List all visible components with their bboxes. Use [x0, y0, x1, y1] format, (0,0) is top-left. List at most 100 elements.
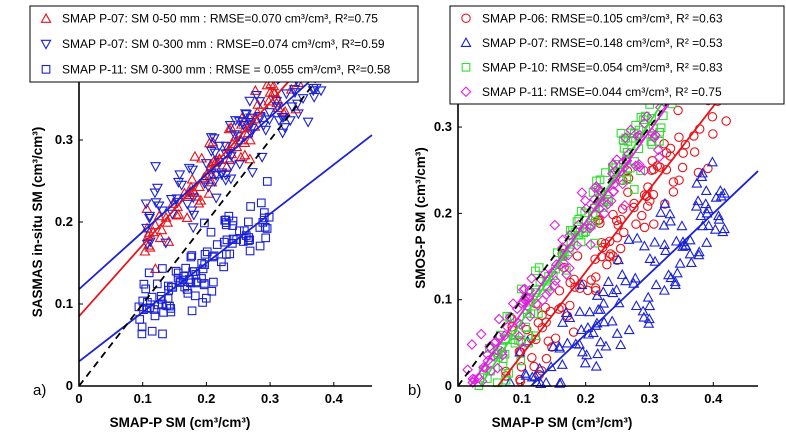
regression-line	[469, 57, 702, 387]
y-tick-label: 0.2	[434, 205, 452, 220]
data-point	[718, 223, 730, 234]
data-point	[315, 86, 327, 97]
data-point	[259, 213, 269, 223]
data-point	[186, 165, 199, 176]
data-point	[488, 350, 500, 362]
data-point	[659, 197, 671, 208]
panel-a-legend: SMAP P-07: SM 0-50 mm : RMSE=0.070 cm³/c…	[29, 5, 419, 83]
panel-a-ticks: 0 0.1 0.2 0.3 0.4 0 0.1 0.2 0.3	[55, 132, 344, 406]
data-point	[171, 200, 184, 211]
data-point	[244, 217, 253, 227]
data-point	[534, 263, 544, 272]
data-point	[557, 242, 569, 254]
data-point	[158, 329, 167, 339]
data-point	[199, 279, 209, 288]
data-point	[620, 275, 632, 286]
data-point	[220, 141, 232, 152]
data-point	[695, 210, 707, 221]
data-point	[691, 177, 703, 188]
data-point	[715, 190, 727, 201]
data-point	[612, 254, 624, 265]
x-tick-label: 0.3	[261, 391, 279, 406]
data-point	[216, 257, 226, 267]
data-point	[650, 279, 662, 290]
data-point	[668, 177, 679, 187]
data-point	[208, 134, 220, 145]
data-point	[696, 167, 708, 178]
data-point	[560, 307, 572, 318]
data-point	[166, 304, 176, 313]
data-point	[598, 297, 610, 308]
data-point	[553, 340, 565, 351]
data-point	[649, 236, 661, 247]
data-point	[693, 249, 705, 260]
data-point	[297, 94, 309, 105]
panel-a-axes	[78, 58, 372, 387]
data-point	[606, 315, 618, 326]
data-point	[592, 303, 604, 314]
x-tick-label: 0	[75, 391, 82, 406]
data-point	[235, 118, 248, 129]
data-point	[206, 168, 218, 179]
data-point	[209, 277, 218, 287]
data-point	[610, 284, 623, 295]
data-point	[292, 109, 304, 120]
data-point	[221, 250, 231, 259]
regression-line	[78, 57, 337, 290]
data-point	[515, 319, 526, 330]
data-point	[485, 365, 497, 377]
data-point	[616, 268, 628, 279]
data-point	[717, 226, 729, 237]
data-point	[639, 117, 650, 129]
data-point	[557, 316, 569, 327]
panel-b-y-axis-title: SMOS-P SM (cm³/cm³)	[413, 147, 428, 289]
data-point	[647, 114, 656, 123]
data-point	[706, 156, 718, 167]
data-point	[605, 249, 616, 259]
data-point	[144, 211, 156, 222]
legend-entry: SMAP P-07: SM 0-300 mm : RMSE=0.074 cm³/…	[62, 37, 385, 51]
x-tick-label: 0.4	[704, 391, 723, 406]
data-point	[233, 117, 245, 128]
data-point	[547, 340, 559, 351]
data-point	[246, 168, 258, 179]
x-tick-label: 0.2	[577, 391, 595, 406]
data-point	[520, 291, 532, 303]
data-point	[630, 300, 642, 311]
data-point	[286, 102, 298, 113]
data-point	[188, 210, 200, 221]
data-point	[602, 276, 614, 286]
data-point	[573, 219, 584, 231]
data-point	[557, 234, 568, 246]
data-point	[521, 335, 534, 346]
data-point	[644, 253, 656, 263]
data-point	[565, 300, 575, 311]
data-point	[573, 338, 585, 349]
data-point	[554, 377, 566, 388]
data-point	[187, 223, 199, 234]
data-point	[703, 163, 713, 174]
data-point	[284, 116, 296, 127]
data-point	[642, 291, 654, 302]
legend-marker	[460, 86, 472, 98]
legend-entry: SMAP P-06: RMSE=0.105 cm³/cm³, R² =0.63	[482, 11, 723, 25]
data-point	[572, 251, 583, 261]
data-point	[251, 90, 263, 101]
data-point	[649, 255, 661, 266]
data-point	[229, 116, 242, 127]
data-point	[134, 302, 144, 312]
data-point	[674, 175, 684, 185]
data-point	[515, 297, 527, 309]
data-point	[712, 210, 725, 221]
data-point	[587, 327, 599, 338]
data-point	[154, 232, 166, 243]
data-point	[529, 370, 541, 381]
data-point	[579, 195, 591, 206]
data-point	[162, 216, 174, 227]
data-point	[156, 224, 168, 235]
panel-b-ticks: 0 0.1 0.2 0.3 0.4 0 0.1 0.2 0.3	[434, 119, 723, 406]
data-point	[216, 168, 228, 179]
y-tick-label: 0.2	[55, 214, 73, 229]
data-point	[591, 272, 601, 282]
data-point	[201, 293, 211, 303]
